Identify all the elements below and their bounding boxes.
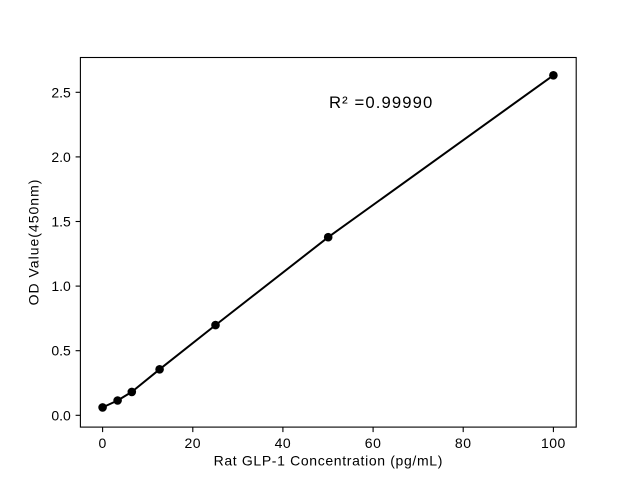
svg-text:OD Value(450nm): OD Value(450nm): [26, 179, 42, 306]
svg-text:2.0: 2.0: [51, 149, 71, 165]
svg-text:60: 60: [365, 435, 382, 451]
svg-text:0: 0: [98, 435, 106, 451]
svg-text:Rat GLP-1 Concentration (pg/mL: Rat GLP-1 Concentration (pg/mL): [214, 453, 443, 469]
svg-text:2.5: 2.5: [51, 84, 71, 100]
svg-text:100: 100: [541, 435, 566, 451]
svg-text:1.5: 1.5: [51, 214, 71, 230]
svg-text:0.0: 0.0: [51, 407, 71, 423]
svg-text:0.5: 0.5: [51, 343, 71, 359]
svg-text:1.0: 1.0: [51, 278, 71, 294]
svg-text:40: 40: [275, 435, 292, 451]
svg-text:80: 80: [455, 435, 472, 451]
svg-text:R² =0.99990: R² =0.99990: [329, 93, 433, 112]
svg-text:20: 20: [185, 435, 202, 451]
